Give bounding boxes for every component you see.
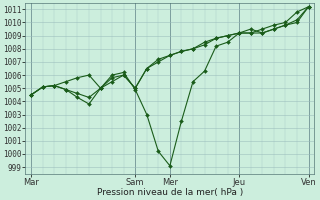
X-axis label: Pression niveau de la mer( hPa ): Pression niveau de la mer( hPa ) bbox=[97, 188, 243, 197]
